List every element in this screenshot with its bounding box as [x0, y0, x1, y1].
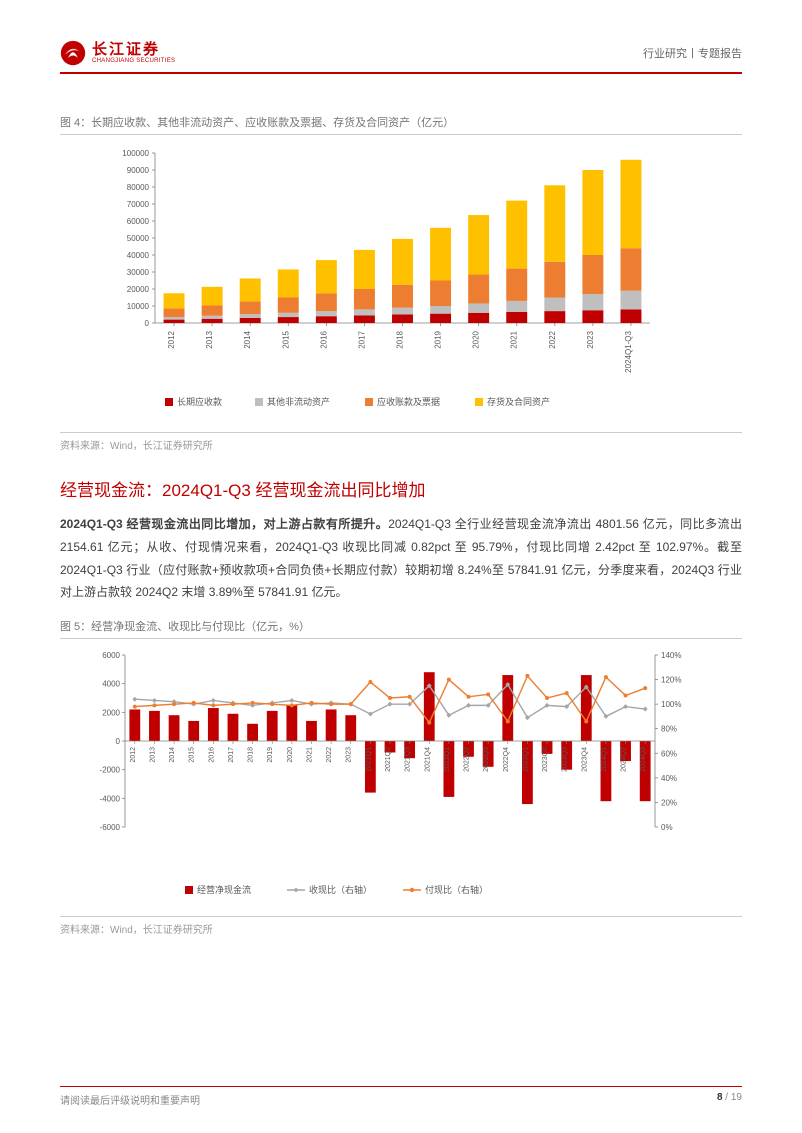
page-sep: / — [723, 1092, 731, 1103]
svg-text:30000: 30000 — [127, 268, 150, 277]
svg-text:60%: 60% — [661, 749, 677, 758]
svg-text:2023: 2023 — [346, 747, 353, 763]
svg-text:2023Q1: 2023Q1 — [522, 747, 529, 772]
logo-text-cn: 长江证券 — [92, 42, 175, 58]
svg-text:100%: 100% — [661, 700, 681, 709]
svg-text:0: 0 — [145, 319, 150, 328]
svg-text:2022: 2022 — [548, 330, 557, 348]
svg-text:2023Q2: 2023Q2 — [542, 747, 549, 772]
svg-text:0%: 0% — [661, 823, 673, 832]
page-header: 长江证券 CHANGJIANG SECURITIES 行业研究丨专题报告 — [60, 40, 742, 74]
svg-text:应收账款及票据: 应收账款及票据 — [377, 396, 440, 407]
svg-text:2016: 2016 — [319, 330, 328, 348]
svg-text:2015: 2015 — [281, 330, 290, 348]
svg-text:2000: 2000 — [102, 709, 120, 718]
svg-text:2022Q4: 2022Q4 — [503, 747, 510, 772]
svg-text:2017: 2017 — [357, 330, 366, 348]
svg-text:70000: 70000 — [127, 200, 150, 209]
svg-text:长期应收款: 长期应收款 — [177, 396, 222, 407]
svg-text:6000: 6000 — [102, 651, 120, 660]
svg-text:120%: 120% — [661, 676, 681, 685]
svg-text:2024Q1: 2024Q1 — [601, 747, 608, 772]
svg-text:2014: 2014 — [169, 747, 176, 763]
svg-text:2024Q3: 2024Q3 — [640, 747, 647, 772]
figure5-chart: -6000 -4000 -2000 0 2000 4000 6000 0% 20% 40% 60% 8… — [60, 647, 742, 912]
figure5-caption: 图 5：经营净现金流、收现比与付现比（亿元，%） — [60, 618, 742, 639]
svg-text:2018: 2018 — [248, 747, 255, 763]
svg-text:2024Q1-Q3: 2024Q1-Q3 — [624, 330, 633, 372]
svg-text:付现比（右轴）: 付现比（右轴） — [425, 884, 488, 895]
svg-text:40000: 40000 — [127, 251, 150, 260]
svg-text:2023Q3: 2023Q3 — [562, 747, 569, 772]
svg-text:其他非流动资产: 其他非流动资产 — [267, 396, 330, 407]
svg-text:2019: 2019 — [434, 330, 443, 348]
svg-text:50000: 50000 — [127, 234, 150, 243]
svg-text:60000: 60000 — [127, 217, 150, 226]
svg-text:2023: 2023 — [586, 330, 595, 348]
figure4-caption: 图 4：长期应收款、其他非流动资产、应收账款及票据、存货及合同资产（亿元） — [60, 114, 742, 135]
svg-text:2012: 2012 — [167, 330, 176, 348]
header-category: 行业研究丨专题报告 — [643, 45, 742, 61]
svg-text:20000: 20000 — [127, 285, 150, 294]
svg-text:2014: 2014 — [243, 330, 252, 348]
svg-text:存货及合同资产: 存货及合同资产 — [487, 396, 550, 407]
svg-text:2016: 2016 — [208, 747, 215, 763]
footer-disclaimer: 请阅读最后评级说明和重要声明 — [60, 1092, 200, 1107]
svg-text:2021Q1: 2021Q1 — [365, 747, 372, 772]
page-footer: 请阅读最后评级说明和重要声明 8 / 19 — [60, 1086, 742, 1107]
svg-text:2017: 2017 — [228, 747, 235, 763]
svg-text:0: 0 — [116, 737, 121, 746]
svg-text:2023Q4: 2023Q4 — [581, 747, 588, 772]
svg-text:2022Q1: 2022Q1 — [444, 747, 451, 772]
svg-text:140%: 140% — [661, 651, 681, 660]
svg-text:2022Q3: 2022Q3 — [483, 747, 490, 772]
svg-text:100000: 100000 — [122, 149, 149, 158]
svg-text:-2000: -2000 — [100, 766, 121, 775]
section-heading: 经营现金流：2024Q1-Q3 经营现金流出同比增加 — [60, 476, 742, 501]
logo-text-en: CHANGJIANG SECURITIES — [92, 58, 175, 64]
page-number: 8 / 19 — [717, 1092, 742, 1107]
section-body-bold: 2024Q1-Q3 经营现金流出同比增加，对上游占款有所提升。 — [60, 517, 388, 531]
svg-text:4000: 4000 — [102, 680, 120, 689]
svg-text:2021Q2: 2021Q2 — [385, 747, 392, 772]
svg-text:2012: 2012 — [130, 747, 137, 763]
svg-text:2021Q3: 2021Q3 — [405, 747, 412, 772]
svg-text:-4000: -4000 — [100, 795, 121, 804]
figure4-source: 资料来源：Wind，长江证券研究所 — [60, 432, 742, 452]
section-body: 2024Q1-Q3 经营现金流出同比增加，对上游占款有所提升。2024Q1-Q3… — [60, 513, 742, 604]
logo: 长江证券 CHANGJIANG SECURITIES — [60, 40, 175, 66]
svg-text:2021Q4: 2021Q4 — [424, 747, 431, 772]
svg-text:2021: 2021 — [510, 330, 519, 348]
svg-text:-6000: -6000 — [100, 823, 121, 832]
logo-mark-icon — [60, 40, 86, 66]
figure4-chart: 0 10000 20000 30000 40000 50000 60000 70000 8000… — [60, 143, 742, 428]
svg-text:20%: 20% — [661, 799, 677, 808]
svg-text:80%: 80% — [661, 725, 677, 734]
svg-text:收现比（右轴）: 收现比（右轴） — [309, 884, 372, 895]
svg-text:80000: 80000 — [127, 183, 150, 192]
svg-text:40%: 40% — [661, 774, 677, 783]
svg-text:2015: 2015 — [189, 747, 196, 763]
svg-text:2013: 2013 — [205, 330, 214, 348]
svg-text:90000: 90000 — [127, 166, 150, 175]
svg-text:10000: 10000 — [127, 302, 150, 311]
svg-text:2018: 2018 — [396, 330, 405, 348]
svg-text:2020: 2020 — [287, 747, 294, 763]
svg-text:2021: 2021 — [306, 747, 313, 763]
page-total: 19 — [731, 1092, 742, 1103]
svg-text:2019: 2019 — [267, 747, 274, 763]
svg-text:2022Q2: 2022Q2 — [464, 747, 471, 772]
svg-text:2024Q2: 2024Q2 — [621, 747, 628, 772]
figure5-source: 资料来源：Wind，长江证券研究所 — [60, 916, 742, 936]
svg-text:2020: 2020 — [472, 330, 481, 348]
svg-text:经营净现金流: 经营净现金流 — [197, 884, 251, 895]
svg-text:2022: 2022 — [326, 747, 333, 763]
svg-text:2013: 2013 — [149, 747, 156, 763]
